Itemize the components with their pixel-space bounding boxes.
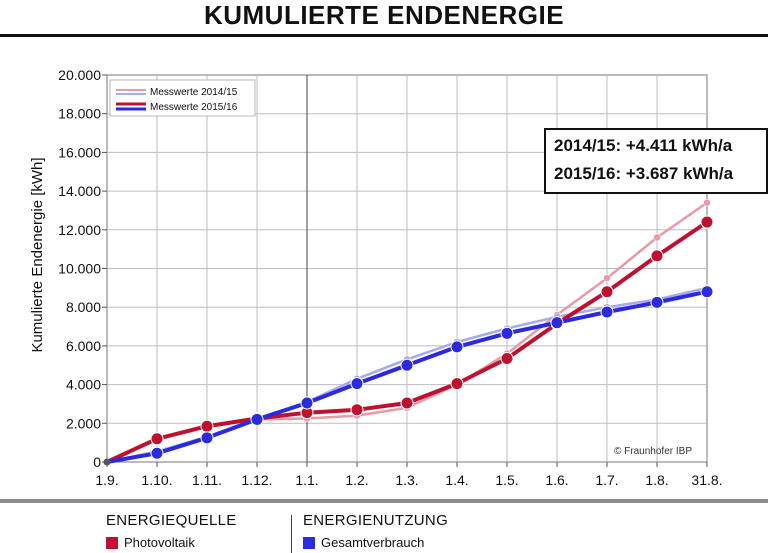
x-tick-label: 31.8. xyxy=(691,472,722,488)
series-point xyxy=(150,432,164,446)
photovoltaik-swatch xyxy=(106,536,118,549)
x-tick-label: 1.2. xyxy=(345,472,368,488)
series-point xyxy=(703,198,711,207)
series-point xyxy=(550,316,564,330)
page-title: KUMULIERTE ENDENERGIE xyxy=(203,0,565,30)
legend-label-2014-15: Messwerte 2014/15 xyxy=(150,87,238,98)
x-tick-label: 1.1. xyxy=(295,472,318,488)
y-tick-label: 12.000 xyxy=(58,222,101,238)
chart-axes: 0 2.000 4.000 6.000 8.000 10.000 12.000 14.000 1… xyxy=(58,67,722,488)
annual-delta-box: 2014/15: +4.411 kWh/a 2015/16: +3.687 kW… xyxy=(544,128,768,194)
y-tick-label: 14.000 xyxy=(58,183,101,199)
series-point xyxy=(650,295,664,309)
y-tick-label: 20.000 xyxy=(58,67,101,83)
series-point xyxy=(350,377,364,391)
series-point xyxy=(200,419,214,433)
series-point xyxy=(150,446,164,460)
series-point xyxy=(200,431,214,445)
series-point xyxy=(400,358,414,372)
x-tick-label: 1.5. xyxy=(495,472,518,488)
gesamtverbrauch-label: Gesamtverbrauch xyxy=(321,535,425,550)
x-tick-label: 1.12. xyxy=(241,472,272,488)
series-point xyxy=(600,285,614,299)
x-tick-label: 1.8. xyxy=(645,472,668,488)
series-point xyxy=(300,396,314,410)
x-tick-label: 1.3. xyxy=(395,472,418,488)
series-point xyxy=(450,377,464,391)
series-point xyxy=(450,340,464,354)
footer-divider xyxy=(0,499,768,503)
series-point xyxy=(600,305,614,319)
series-point xyxy=(500,326,514,340)
annual-delta-2015-16: 2015/16: +3.687 kWh/a xyxy=(554,164,734,183)
series-point xyxy=(650,249,664,263)
annual-delta-2014-15: 2014/15: +4.411 kWh/a xyxy=(554,136,733,155)
series-point xyxy=(250,412,264,426)
footer-separator xyxy=(291,515,292,553)
energy-use-legend: ENERGIENUTZUNG Gesamtverbrauch xyxy=(303,512,448,550)
x-tick-label: 1.9. xyxy=(95,472,118,488)
energy-use-header: ENERGIENUTZUNG xyxy=(303,512,449,529)
cumulative-energy-chart: 0 2.000 4.000 6.000 8.000 10.000 12.000 14.000 1… xyxy=(29,67,723,488)
energy-source-legend: ENERGIEQUELLE Photovoltaik xyxy=(106,512,237,550)
series-point xyxy=(500,351,514,365)
series-point xyxy=(350,403,364,417)
photovoltaik-label: Photovoltaik xyxy=(124,535,195,550)
chart-series xyxy=(103,198,714,466)
y-tick-label: 8.000 xyxy=(66,299,101,315)
title-divider xyxy=(0,34,768,37)
series-point xyxy=(700,215,714,229)
y-tick-label: 2.000 xyxy=(66,415,101,431)
series-point xyxy=(653,233,661,242)
y-tick-label: 0 xyxy=(93,454,101,470)
x-tick-label: 1.6. xyxy=(545,472,568,488)
series-point xyxy=(700,285,714,299)
energy-source-header: ENERGIEQUELLE xyxy=(106,512,237,529)
copyright-note: © Fraunhofer IBP xyxy=(614,446,692,457)
y-tick-label: 4.000 xyxy=(66,377,101,393)
series-point xyxy=(400,396,414,410)
x-tick-label: 1.10. xyxy=(141,472,172,488)
x-tick-label: 1.11. xyxy=(192,472,222,488)
origin-point xyxy=(103,458,111,466)
x-tick-label: 1.7. xyxy=(595,472,618,488)
chart-legend: Messwerte 2014/15 Messwerte 2015/16 xyxy=(109,79,256,117)
y-tick-label: 10.000 xyxy=(58,261,101,277)
y-axis-label: Kumulierte Endenergie [kWh] xyxy=(29,157,46,352)
gesamtverbrauch-swatch xyxy=(303,536,315,549)
y-tick-label: 16.000 xyxy=(58,144,101,160)
x-tick-label: 1.4. xyxy=(445,472,468,488)
y-tick-label: 6.000 xyxy=(66,338,101,354)
legend-label-2015-16: Messwerte 2015/16 xyxy=(150,102,238,113)
y-tick-label: 18.000 xyxy=(58,106,101,122)
series-point xyxy=(603,274,611,282)
